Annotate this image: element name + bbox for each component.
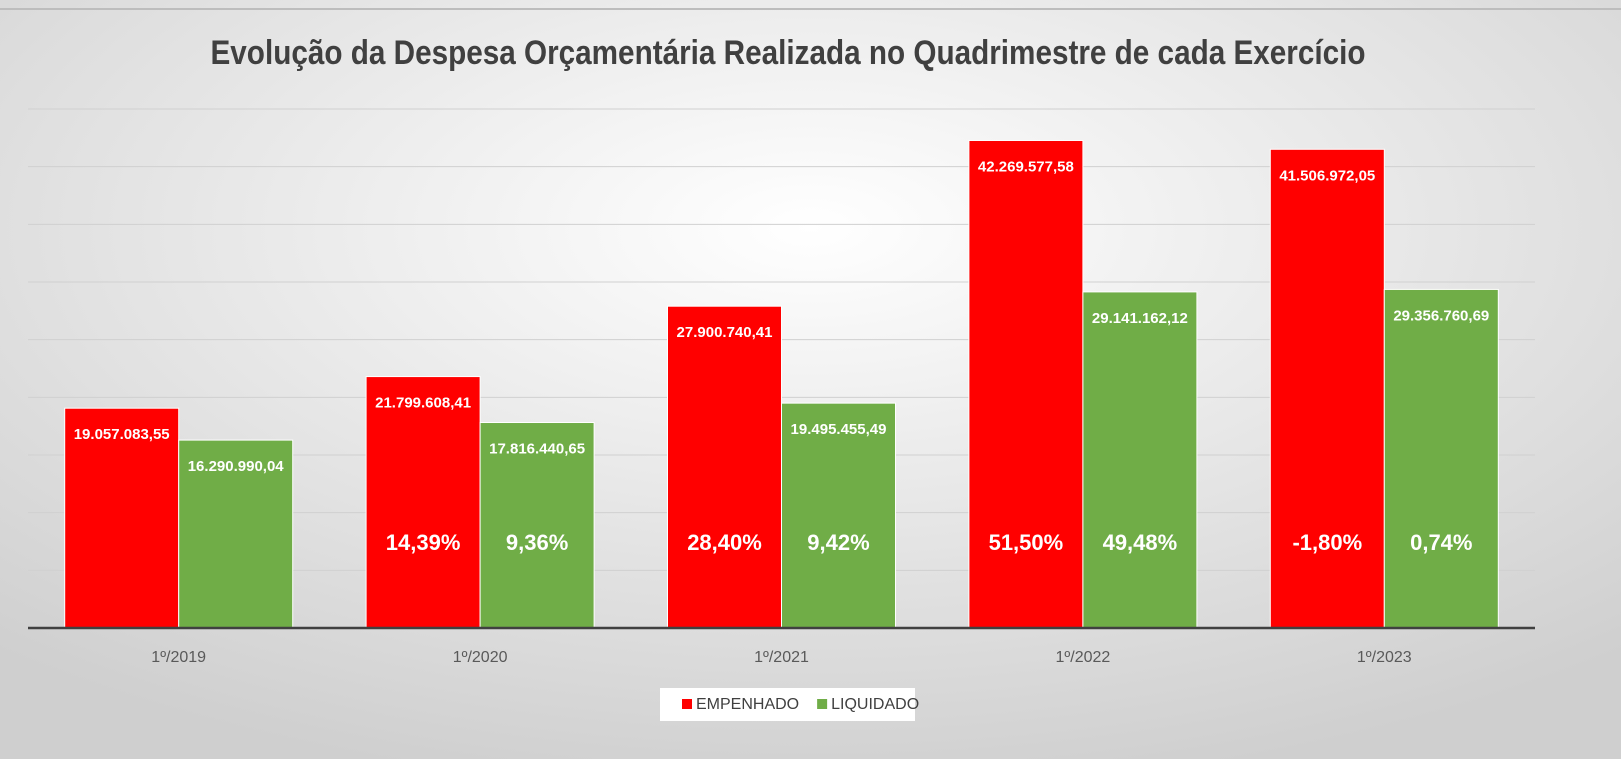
x-tick-label: 1º/2021 (754, 649, 809, 666)
bar (1082, 291, 1198, 629)
value-label: 21.799.608,41 (375, 395, 471, 412)
bar (365, 376, 481, 629)
x-tick-label: 1º/2022 (1056, 649, 1111, 666)
x-tick-label: 1º/2023 (1357, 649, 1412, 666)
change-label: 9,36% (506, 530, 568, 555)
value-label: 19.057.083,55 (74, 426, 170, 443)
bar (64, 407, 180, 629)
value-label: 27.900.740,41 (677, 324, 773, 341)
change-label: 49,48% (1103, 530, 1178, 555)
bar (1383, 288, 1499, 629)
legend-swatch (817, 699, 828, 709)
legend-label: EMPENHADO (696, 696, 799, 713)
value-label: 29.356.760,69 (1393, 307, 1489, 324)
legend-swatch (682, 699, 692, 709)
change-label: 9,42% (807, 530, 869, 555)
bar (479, 422, 595, 629)
value-label: 42.269.577,58 (978, 158, 1074, 175)
legend-label: LIQUIDADO (831, 696, 919, 713)
chart-title: Evolução da Despesa Orçamentária Realiza… (211, 34, 1366, 72)
bar (781, 402, 896, 629)
x-tick-label: 1º/2019 (151, 649, 206, 666)
value-label: 16.290.990,04 (188, 458, 285, 475)
value-label: 19.495.455,49 (791, 421, 887, 438)
x-tick-label: 1º/2020 (453, 649, 508, 666)
bar (178, 439, 294, 629)
value-label: 17.816.440,65 (489, 440, 585, 457)
bar (1269, 148, 1385, 629)
change-label: 14,39% (386, 530, 461, 555)
change-label: 28,40% (687, 530, 762, 555)
bar (968, 139, 1084, 629)
change-label: 51,50% (989, 530, 1064, 555)
bar (667, 305, 782, 629)
value-label: 29.141.162,12 (1092, 310, 1188, 327)
change-label: 0,74% (1410, 530, 1472, 555)
change-label: -1,80% (1292, 530, 1362, 555)
value-label: 41.506.972,05 (1279, 167, 1375, 184)
legend-box (660, 688, 915, 721)
